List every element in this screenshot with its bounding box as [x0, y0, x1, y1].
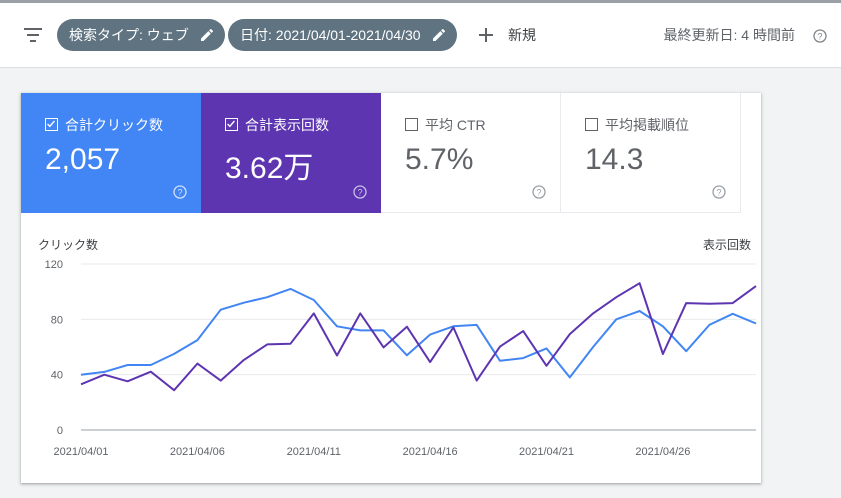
help-icon[interactable]: ? — [712, 185, 726, 199]
metric-value: 5.7% — [405, 143, 474, 176]
checkbox-checked-icon[interactable] — [45, 118, 58, 131]
svg-text:?: ? — [536, 187, 541, 197]
impressions-series-line — [80, 282, 757, 392]
metric-label: 平均 CTR — [425, 117, 486, 133]
date-range-chip-label: 日付: 2021/04/01-2021/04/30 — [240, 27, 421, 43]
y-axis-left-title: クリック数 — [38, 237, 98, 252]
metric-total-clicks[interactable]: 合計クリック数 2,057 ? — [21, 93, 201, 213]
performance-card: 合計クリック数 2,057 ? 合計表示回数 3.62万 ? 平均 CTR 5.… — [21, 93, 761, 483]
svg-text:?: ? — [716, 187, 721, 197]
checkbox-unchecked-icon[interactable] — [405, 118, 418, 131]
metric-value: 3.62万 — [225, 152, 314, 185]
metric-value: 14.3 — [585, 143, 644, 176]
add-filter-button[interactable]: 新規 — [478, 19, 536, 51]
metric-average-ctr[interactable]: 平均 CTR 5.7% ? — [381, 93, 561, 213]
search-type-chip-label: 検索タイプ: ウェブ — [69, 27, 189, 43]
clicks-series-line — [80, 287, 757, 379]
svg-text:?: ? — [357, 187, 362, 197]
date-range-chip[interactable]: 日付: 2021/04/01-2021/04/30 — [228, 19, 457, 51]
help-icon[interactable]: ? — [813, 29, 827, 43]
edit-pencil-icon — [432, 28, 445, 41]
x-tick-label: 2021/04/06 — [170, 446, 225, 458]
last-updated-text: 最終更新日: 4 時間前 — [663, 27, 795, 43]
y-tick-left-label: 80 — [51, 314, 63, 326]
metric-average-position[interactable]: 平均掲載順位 14.3 ? — [561, 93, 741, 213]
metric-total-impressions[interactable]: 合計表示回数 3.62万 ? — [201, 93, 381, 213]
x-tick-label: 2021/04/16 — [403, 446, 458, 458]
edit-pencil-icon — [200, 28, 213, 41]
metric-value: 2,057 — [45, 143, 121, 176]
help-icon[interactable]: ? — [353, 185, 367, 199]
help-icon[interactable]: ? — [532, 185, 546, 199]
y-axis-right-title: 表示回数 — [703, 237, 751, 252]
svg-text:?: ? — [177, 187, 182, 197]
x-tick-label: 2021/04/26 — [635, 446, 690, 458]
checkbox-checked-icon[interactable] — [225, 118, 238, 131]
checkbox-unchecked-icon[interactable] — [585, 118, 598, 131]
plus-icon — [479, 28, 493, 42]
x-tick-label: 2021/04/01 — [53, 446, 108, 458]
performance-line-chart[interactable]: クリック数表示回数0040750801,5001202,2502021/04/0… — [21, 213, 761, 483]
y-tick-left-label: 120 — [45, 259, 63, 271]
metric-label: 合計クリック数 — [65, 117, 163, 133]
x-tick-label: 2021/04/11 — [287, 446, 341, 458]
x-tick-label: 2021/04/21 — [519, 446, 574, 458]
metric-label: 平均掲載順位 — [605, 117, 689, 133]
search-type-chip[interactable]: 検索タイプ: ウェブ — [57, 19, 225, 51]
y-tick-left-label: 40 — [51, 370, 63, 382]
filter-icon[interactable] — [24, 28, 42, 42]
top-toolbar: 検索タイプ: ウェブ 日付: 2021/04/01-2021/04/30 新規 … — [0, 0, 841, 68]
svg-text:?: ? — [817, 31, 822, 41]
add-filter-label: 新規 — [508, 27, 536, 43]
y-tick-left-label: 0 — [57, 425, 63, 437]
metric-label: 合計表示回数 — [245, 117, 329, 133]
help-icon[interactable]: ? — [173, 185, 187, 199]
